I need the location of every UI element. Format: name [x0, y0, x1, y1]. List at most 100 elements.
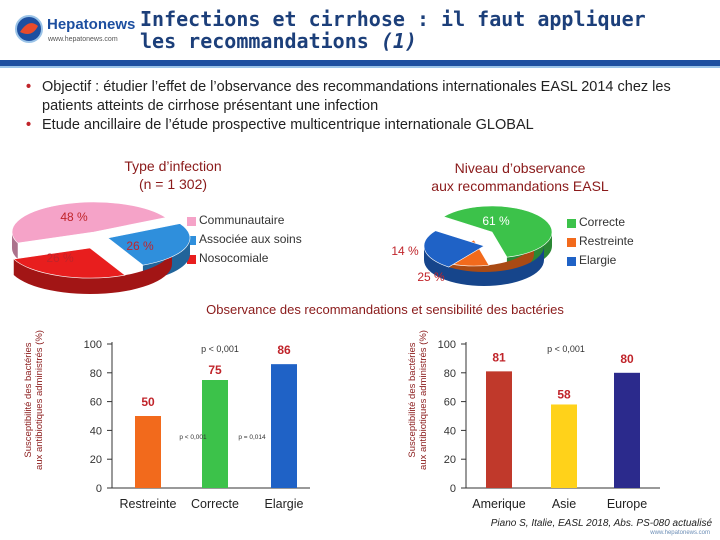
bar1-category-label: Elargie — [265, 497, 304, 511]
legend-label: Associée aux soins — [199, 232, 302, 246]
legend-swatch — [567, 238, 576, 247]
legend-item: Restreinte — [567, 232, 634, 251]
legend-swatch — [567, 257, 576, 266]
bar1-tick-label: 60 — [90, 397, 102, 409]
bullet-text: Objectif : étudier l’effet de l’observan… — [42, 79, 671, 114]
bar1-value-label: 50 — [141, 395, 155, 409]
bar2-tick-label: 40 — [444, 425, 456, 437]
pie1-title-line-2: (n = 1 302) — [138, 176, 208, 192]
legend-label: Nosocomiale — [199, 251, 269, 265]
bar1-tick-label: 40 — [90, 425, 102, 437]
bar2-value-label: 81 — [492, 350, 506, 364]
pie1-title-line-1: Type d’infection — [124, 158, 222, 174]
header-rule-light — [0, 66, 720, 68]
bullet-item: • Objectif : étudier l’effet de l’observa… — [22, 78, 712, 116]
bar1-p-value: p < 0,001 — [179, 434, 207, 441]
legend-label: Correcte — [579, 215, 626, 229]
title-line-1: Infections et cirrhose : il faut appliqu… — [140, 7, 646, 31]
bar2-tick-label: 100 — [438, 339, 456, 351]
bar1-tick-label: 0 — [96, 483, 102, 495]
title-suffix: (1) — [380, 29, 417, 53]
pie2-slice — [423, 230, 485, 268]
pie1-slice-side — [12, 232, 18, 260]
pie2-title: Niveau d’observance aux recommandations … — [400, 159, 640, 195]
bar1-tick-label: 80 — [90, 368, 102, 380]
logo-icon — [15, 15, 43, 43]
pie2-slice-side — [424, 246, 544, 286]
bar1-tick-label: 100 — [84, 339, 102, 351]
pie2-value-label: 61 % — [482, 214, 510, 228]
bar1-value-label: 75 — [208, 363, 222, 377]
bar2-ylabel: Susceptibilité des bactéries aux antibio… — [407, 280, 431, 520]
bullet-item: • Etude ancillaire de l’étude prospective… — [22, 116, 712, 135]
pie1-legend: Communautaire Associée aux soins Nosocom… — [187, 211, 302, 268]
logo-url: www.hepatonews.com — [48, 36, 118, 43]
page-title: Infections et cirrhose : il faut appliqu… — [140, 8, 700, 52]
legend-item: Nosocomiale — [187, 249, 302, 268]
title-line-2-text: les recommandations — [140, 29, 369, 53]
bar1-bar — [271, 364, 297, 488]
ylabel-line-1: Susceptibilité des bactéries — [407, 342, 418, 458]
pie1-slice — [13, 247, 126, 279]
pie2-legend: Correcte Restreinte Elargie — [567, 213, 634, 270]
bullet-list: • Objectif : étudier l’effet de l’observa… — [22, 78, 712, 135]
bar2-bar — [551, 404, 577, 488]
bar1-category-label: Restreinte — [120, 497, 177, 511]
pie1-slice — [11, 201, 167, 244]
bar1-bar — [202, 380, 228, 488]
bar2-category-label: Amerique — [472, 497, 526, 511]
legend-item: Communautaire — [187, 211, 302, 230]
bar2-p-value: p < 0,001 — [547, 344, 585, 354]
site-url: www.hepatonews.com — [650, 530, 710, 536]
bar2-tick-label: 80 — [444, 368, 456, 380]
bar2-tick-label: 20 — [444, 454, 456, 466]
pie1-value-label: 26 % — [126, 239, 154, 253]
bar1-value-label: 86 — [277, 343, 291, 357]
ylabel-line-2: aux antibiotiques administrés (%) — [418, 330, 429, 470]
pie2-value-label: 14 % — [391, 244, 419, 258]
bar2-tick-label: 60 — [444, 397, 456, 409]
pie1-value-label: 48 % — [60, 210, 88, 224]
bar1-tick-label: 20 — [90, 454, 102, 466]
bar1-bar — [135, 416, 161, 488]
ylabel-line-1: Susceptibilité des bactéries — [23, 342, 34, 458]
bar2-tick-label: 0 — [450, 483, 456, 495]
bar1-p-value: p = 0,014 — [238, 434, 266, 441]
legend-item: Associée aux soins — [187, 230, 302, 249]
header-rule — [0, 60, 720, 66]
legend-swatch — [187, 236, 196, 245]
legend-swatch — [187, 255, 196, 264]
legend-label: Restreinte — [579, 234, 634, 248]
pie1-slice — [107, 223, 191, 266]
ylabel-line-2: aux antibiotiques administrés (%) — [34, 330, 45, 470]
hepatonews-logo: Hepatonews www.hepatonews.com — [14, 10, 136, 50]
bullet-dot-icon: • — [26, 117, 32, 133]
bullet-text: Etude ancillaire de l’étude prospective … — [42, 117, 534, 133]
bar1-category-label: Correcte — [191, 497, 239, 511]
legend-label: Elargie — [579, 253, 617, 267]
pie1-title: Type d’infection (n = 1 302) — [88, 157, 258, 193]
pie2-title-line-2: aux recommandations EASL — [431, 178, 609, 194]
pie2-title-line-1: Niveau d’observance — [454, 160, 586, 176]
bar2-category-label: Asie — [552, 497, 576, 511]
bar2-bar — [614, 372, 640, 488]
bar1-ylabel: Susceptibilité des bactéries aux antibio… — [23, 280, 47, 520]
bullet-dot-icon: • — [26, 79, 32, 95]
pie2-slice — [442, 205, 553, 258]
bar2-bar — [486, 371, 512, 488]
logo-name: Hepatonews — [47, 16, 136, 33]
reference: Piano S, Italie, EASL 2018, Abs. PS-080 … — [490, 518, 712, 529]
legend-swatch — [187, 217, 196, 226]
legend-label: Communautaire — [199, 213, 285, 227]
pie2-value-label: 25 % — [417, 270, 445, 284]
bar2-category-label: Europe — [607, 497, 647, 511]
legend-swatch — [567, 219, 576, 228]
bar1-p-value: p < 0,001 — [201, 344, 239, 354]
legend-item: Correcte — [567, 213, 634, 232]
pie1-slice-side — [13, 248, 172, 295]
legend-item: Elargie — [567, 251, 634, 270]
bar2-value-label: 58 — [557, 387, 571, 401]
bar2-value-label: 80 — [620, 352, 634, 366]
section-title: Observance des recommandations et sensib… — [206, 302, 564, 317]
